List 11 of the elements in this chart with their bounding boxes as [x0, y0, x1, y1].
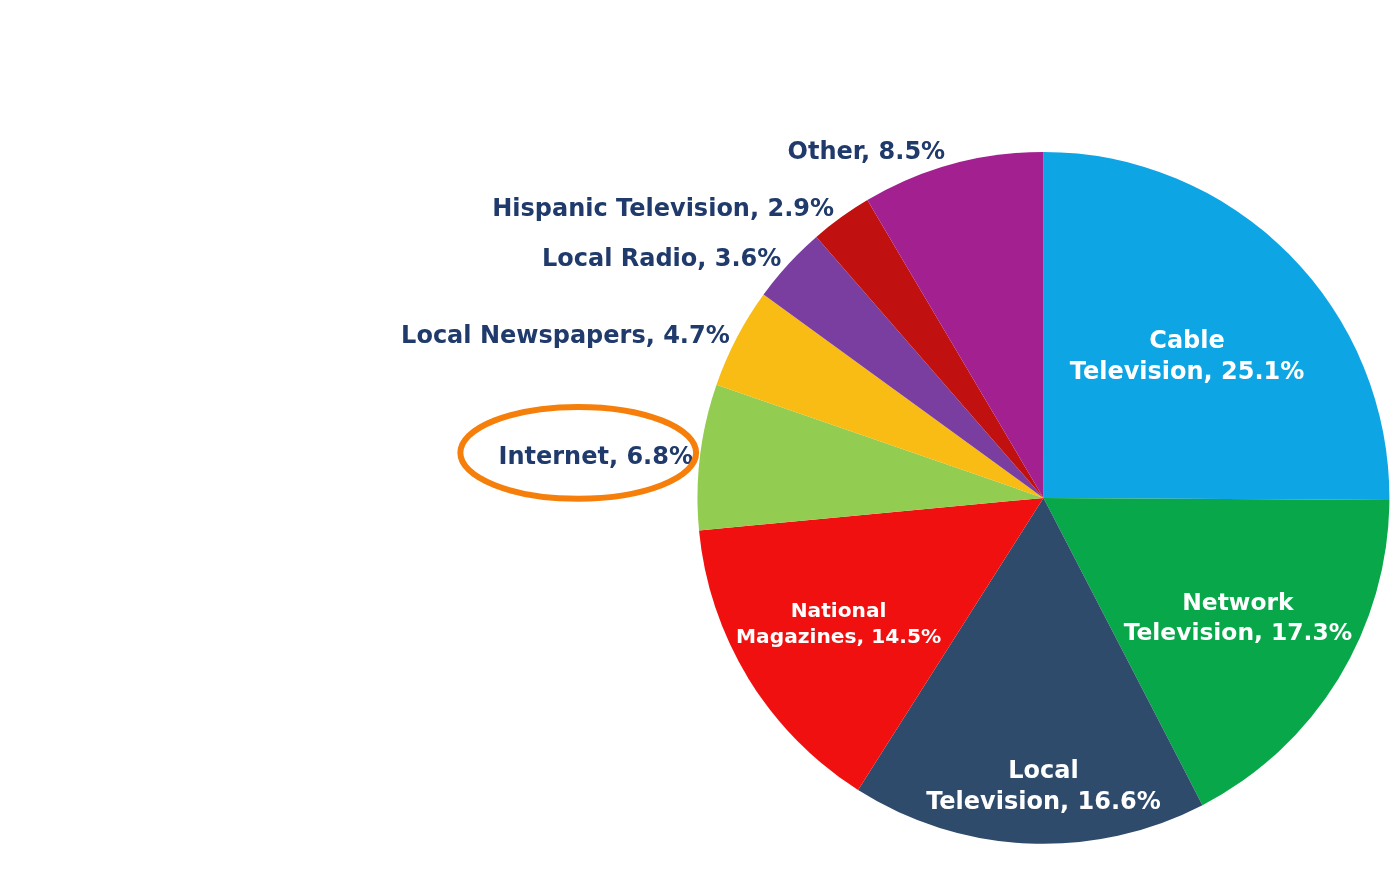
slice-label: Local Television, 16.6%: [926, 756, 1161, 816]
slice-label: Local Newspapers, 4.7%: [401, 320, 730, 349]
slice-label: Other, 8.5%: [787, 137, 946, 166]
slice-label: Local Radio, 3.6%: [541, 243, 782, 272]
slice-label: Internet, 6.8%: [498, 442, 693, 471]
pie-slice: [697, 384, 1044, 531]
slice-label: Network Television, 17.3%: [1123, 587, 1353, 647]
pie-slice: [1043, 151, 1390, 501]
slice-label: National Magazines, 14.5%: [735, 598, 942, 649]
slice-label: Hispanic Television, 2.9%: [492, 194, 834, 223]
slice-label: Cable Television, 25.1%: [1069, 325, 1305, 385]
